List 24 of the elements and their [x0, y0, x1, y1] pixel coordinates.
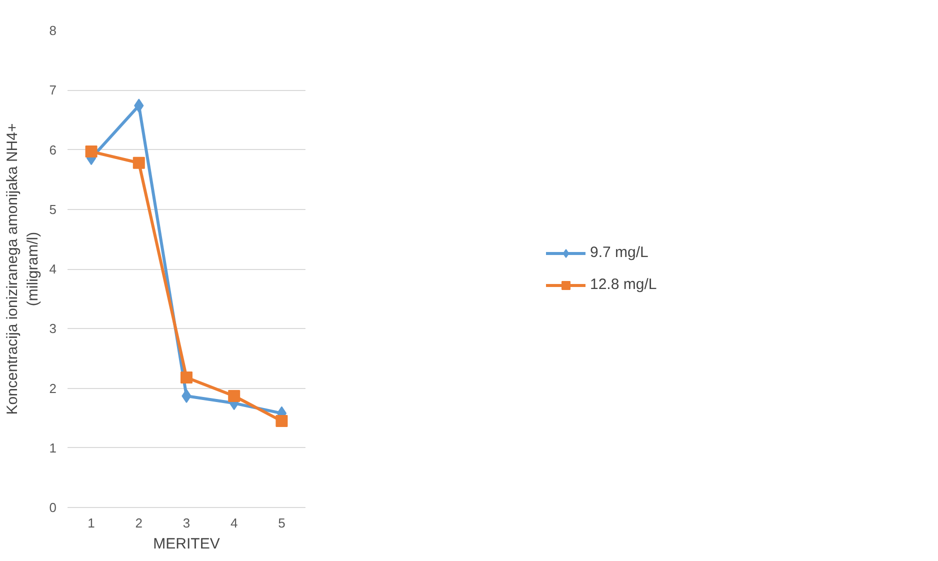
x-tick-label: 2 — [135, 516, 143, 530]
x-axis-title: MERITEV — [153, 536, 220, 552]
point — [182, 389, 192, 403]
y-tick-label: 5 — [49, 202, 57, 217]
y-tick-label: 7 — [49, 82, 57, 98]
y-tick-label: 8 — [49, 23, 57, 38]
point — [132, 156, 145, 169]
y-tick-label: 0 — [49, 500, 57, 515]
point — [228, 390, 240, 402]
x-tick-label: 5 — [278, 516, 286, 530]
point — [85, 146, 98, 158]
legend-label: 9.7 mg/L — [590, 244, 650, 261]
y-tick-label: 4 — [49, 262, 57, 276]
x-tick-label: 4 — [230, 516, 238, 530]
y-tick-label: 1 — [49, 440, 57, 456]
x-tick-label: 1 — [88, 516, 95, 530]
point — [276, 415, 288, 428]
y-tick-label: 2 — [49, 380, 57, 396]
x-tick-label: 3 — [182, 516, 190, 530]
y-tick-label: 6 — [49, 142, 57, 158]
legend-label: 12.8 mg/L — [590, 276, 658, 293]
point — [180, 372, 192, 384]
y-axis-title: Koncentracija ioniziranega amonijaka NH4+ (miligram/l) — [4, 123, 42, 415]
y-tick-label: 3 — [49, 321, 57, 336]
